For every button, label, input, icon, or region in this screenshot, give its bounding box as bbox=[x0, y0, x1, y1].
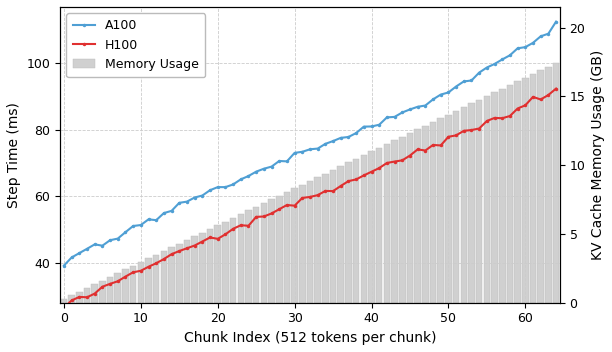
Bar bbox=[453, 111, 460, 303]
Bar bbox=[407, 133, 413, 303]
Bar bbox=[138, 262, 144, 303]
Y-axis label: Step Time (ms): Step Time (ms) bbox=[7, 102, 21, 208]
Bar bbox=[307, 181, 313, 303]
Bar bbox=[530, 74, 536, 303]
H100 bbox=[483, 119, 491, 123]
Bar bbox=[353, 159, 359, 303]
Bar bbox=[291, 188, 298, 303]
H100 bbox=[60, 306, 67, 310]
H100 bbox=[537, 98, 544, 102]
Bar bbox=[537, 70, 544, 303]
H100 bbox=[206, 235, 214, 240]
Bar bbox=[430, 122, 436, 303]
Bar bbox=[84, 288, 91, 303]
Bar bbox=[268, 200, 275, 303]
H100 bbox=[268, 211, 275, 215]
Bar bbox=[483, 96, 490, 303]
Bar bbox=[522, 77, 529, 303]
Bar bbox=[168, 247, 175, 303]
Bar bbox=[337, 166, 344, 303]
Bar bbox=[360, 155, 367, 303]
Bar bbox=[222, 222, 229, 303]
Bar bbox=[553, 63, 559, 303]
A100 bbox=[268, 164, 275, 169]
Bar bbox=[507, 85, 513, 303]
A100 bbox=[537, 34, 544, 38]
Bar bbox=[468, 103, 475, 303]
Bar bbox=[99, 281, 106, 303]
Bar bbox=[476, 100, 482, 303]
Bar bbox=[376, 148, 382, 303]
Bar bbox=[545, 67, 551, 303]
Bar bbox=[184, 240, 190, 303]
Bar bbox=[284, 192, 290, 303]
Bar bbox=[176, 244, 182, 303]
A100 bbox=[60, 263, 67, 268]
Bar bbox=[192, 236, 198, 303]
Bar bbox=[460, 107, 467, 303]
Bar bbox=[145, 258, 152, 303]
Bar bbox=[414, 129, 421, 303]
Bar bbox=[214, 225, 221, 303]
Bar bbox=[399, 137, 406, 303]
Bar bbox=[422, 126, 428, 303]
Bar bbox=[299, 184, 305, 303]
Bar bbox=[114, 273, 121, 303]
H100 bbox=[314, 193, 321, 197]
Bar bbox=[322, 174, 329, 303]
Bar bbox=[391, 140, 398, 303]
Bar bbox=[445, 114, 452, 303]
Bar bbox=[122, 270, 129, 303]
Bar bbox=[330, 170, 337, 303]
H100 bbox=[176, 249, 183, 253]
Bar bbox=[438, 118, 444, 303]
Bar bbox=[253, 207, 259, 303]
A100 bbox=[553, 20, 560, 24]
Bar bbox=[514, 81, 521, 303]
H100 bbox=[553, 87, 560, 91]
Bar bbox=[107, 277, 113, 303]
Bar bbox=[207, 229, 214, 303]
A100 bbox=[483, 65, 491, 70]
Bar bbox=[384, 144, 390, 303]
Bar bbox=[76, 292, 83, 303]
Bar bbox=[345, 162, 352, 303]
Bar bbox=[261, 203, 267, 303]
Legend: A100, H100, Memory Usage: A100, H100, Memory Usage bbox=[66, 13, 205, 77]
Bar bbox=[237, 214, 244, 303]
Bar bbox=[276, 196, 283, 303]
Line: A100: A100 bbox=[62, 20, 558, 267]
Bar bbox=[315, 177, 321, 303]
Bar bbox=[499, 89, 506, 303]
Bar bbox=[245, 210, 252, 303]
A100 bbox=[314, 146, 321, 151]
Y-axis label: KV Cache Memory Usage (GB): KV Cache Memory Usage (GB) bbox=[591, 50, 605, 260]
Bar bbox=[491, 92, 498, 303]
Bar bbox=[69, 295, 75, 303]
Bar bbox=[61, 299, 67, 303]
Line: H100: H100 bbox=[62, 87, 558, 309]
Bar bbox=[368, 151, 375, 303]
A100 bbox=[176, 201, 183, 205]
Bar bbox=[160, 251, 167, 303]
A100 bbox=[206, 188, 214, 192]
Bar bbox=[230, 218, 236, 303]
Bar bbox=[153, 255, 160, 303]
Bar bbox=[199, 233, 206, 303]
Bar bbox=[91, 284, 98, 303]
X-axis label: Chunk Index (512 tokens per chunk): Chunk Index (512 tokens per chunk) bbox=[184, 331, 436, 345]
Bar bbox=[130, 266, 136, 303]
